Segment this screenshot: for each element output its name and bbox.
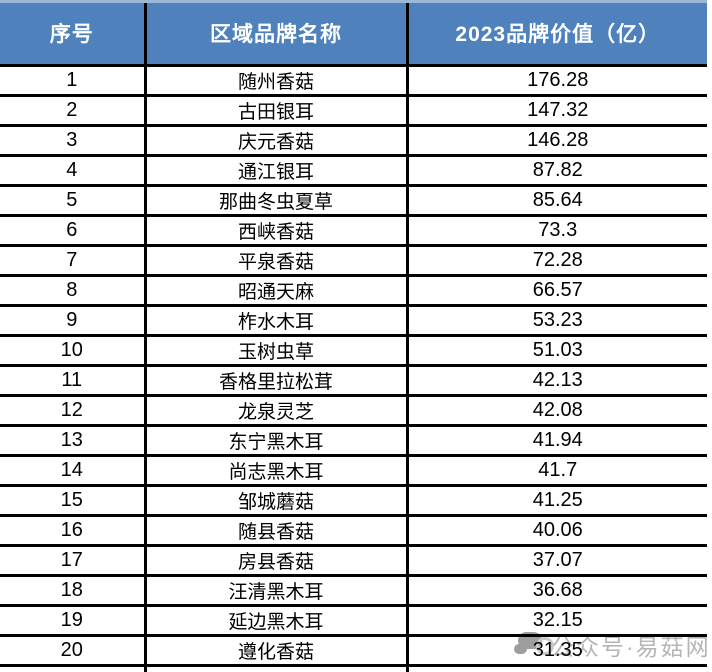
row-index-cell: 8 [0,273,147,307]
row-value-cell: 40.06 [405,513,707,547]
row-value-cell: 41.94 [405,423,707,457]
table-row: 12 龙泉灵芝 42.08 [0,393,707,427]
row-index-cell: 1 [0,63,147,97]
row-index-cell: 19 [0,603,147,637]
row-brand-cell: 柞水木耳 [143,303,409,337]
row-value-cell: 73.3 [405,213,707,247]
row-index-cell: 13 [0,423,147,457]
row-value-cell: 53.23 [405,303,707,337]
table-row: 14 尚志黑木耳 41.7 [0,453,707,487]
row-value-cell: 41.25 [405,483,707,517]
row-value-cell: 146.28 [405,123,707,157]
row-index-cell: 6 [0,213,147,247]
row-index-cell: 17 [0,543,147,577]
table-row: 9 柞水木耳 53.23 [0,303,707,337]
row-index-cell: 2 [0,93,147,127]
row-index-cell: 12 [0,393,147,427]
table-row: 20 遵化香菇 31.35 [0,633,707,667]
row-brand-cell: 邹城蘑菇 [143,483,409,517]
table-row: 5 那曲冬虫夏草 85.64 [0,183,707,217]
row-index-cell: 4 [0,153,147,187]
row-value-cell: 85.64 [405,183,707,217]
row-value-cell: 147.32 [405,93,707,127]
table-row: 19 延边黑木耳 32.15 [0,603,707,637]
column-header-brand: 区域品牌名称 [143,3,409,67]
table-row-partial [0,663,707,672]
table-header: 序号 区域品牌名称 2023品牌价值（亿） [0,3,707,67]
row-index-cell: 16 [0,513,147,547]
row-brand-cell: 庆元香菇 [143,123,409,157]
row-value-cell: 31.35 [405,633,707,667]
table-row: 2 古田银耳 147.32 [0,93,707,127]
row-value-cell: 51.03 [405,333,707,367]
table-row: 1 随州香菇 176.28 [0,63,707,97]
header-top-strip [0,0,707,3]
row-value-cell: 66.57 [405,273,707,307]
row-brand-cell: 平泉香菇 [143,243,409,277]
row-value-cell: 87.82 [405,153,707,187]
row-value-cell: 42.13 [405,363,707,397]
row-index-cell: 3 [0,123,147,157]
brand-value-table: 序号 区域品牌名称 2023品牌价值（亿） 1 随州香菇 176.28 2 古田… [0,3,707,672]
row-brand-cell: 玉树虫草 [143,333,409,367]
row-brand-cell: 龙泉灵芝 [143,393,409,427]
row-brand-cell: 遵化香菇 [143,633,409,667]
row-value-cell: 42.08 [405,393,707,427]
row-brand-cell: 房县香菇 [143,543,409,577]
empty-cell [143,663,409,672]
table-row: 13 东宁黑木耳 41.94 [0,423,707,457]
empty-cell [0,663,147,672]
row-brand-cell: 那曲冬虫夏草 [143,183,409,217]
row-brand-cell: 香格里拉松茸 [143,363,409,397]
row-index-cell: 5 [0,183,147,217]
row-brand-cell: 古田银耳 [143,93,409,127]
row-brand-cell: 西峡香菇 [143,213,409,247]
table-row: 16 随县香菇 40.06 [0,513,707,547]
row-value-cell: 41.7 [405,453,707,487]
row-index-cell: 10 [0,333,147,367]
table-row: 6 西峡香菇 73.3 [0,213,707,247]
row-brand-cell: 东宁黑木耳 [143,423,409,457]
row-brand-cell: 通江银耳 [143,153,409,187]
row-value-cell: 37.07 [405,543,707,577]
row-index-cell: 14 [0,453,147,487]
header-row: 序号 区域品牌名称 2023品牌价值（亿） [0,3,707,67]
row-index-cell: 11 [0,363,147,397]
table-row: 18 汪清黑木耳 36.68 [0,573,707,607]
table-row: 15 邹城蘑菇 41.25 [0,483,707,517]
row-brand-cell: 尚志黑木耳 [143,453,409,487]
row-index-cell: 15 [0,483,147,517]
row-value-cell: 36.68 [405,573,707,607]
row-value-cell: 72.28 [405,243,707,277]
row-index-cell: 7 [0,243,147,277]
table-row: 11 香格里拉松茸 42.13 [0,363,707,397]
row-brand-cell: 汪清黑木耳 [143,573,409,607]
empty-cell [405,663,707,672]
row-index-cell: 18 [0,573,147,607]
row-value-cell: 176.28 [405,63,707,97]
row-index-cell: 9 [0,303,147,337]
row-brand-cell: 延边黑木耳 [143,603,409,637]
table-row: 8 昭通天麻 66.57 [0,273,707,307]
row-value-cell: 32.15 [405,603,707,637]
column-header-index: 序号 [0,3,147,67]
row-brand-cell: 随州香菇 [143,63,409,97]
table-row: 3 庆元香菇 146.28 [0,123,707,157]
table-body: 1 随州香菇 176.28 2 古田银耳 147.32 3 庆元香菇 146.2… [0,63,707,672]
table-row: 7 平泉香菇 72.28 [0,243,707,277]
column-header-value: 2023品牌价值（亿） [405,3,707,67]
table-row: 10 玉树虫草 51.03 [0,333,707,367]
row-index-cell: 20 [0,633,147,667]
row-brand-cell: 随县香菇 [143,513,409,547]
table-row: 17 房县香菇 37.07 [0,543,707,577]
row-brand-cell: 昭通天麻 [143,273,409,307]
table-row: 4 通江银耳 87.82 [0,153,707,187]
